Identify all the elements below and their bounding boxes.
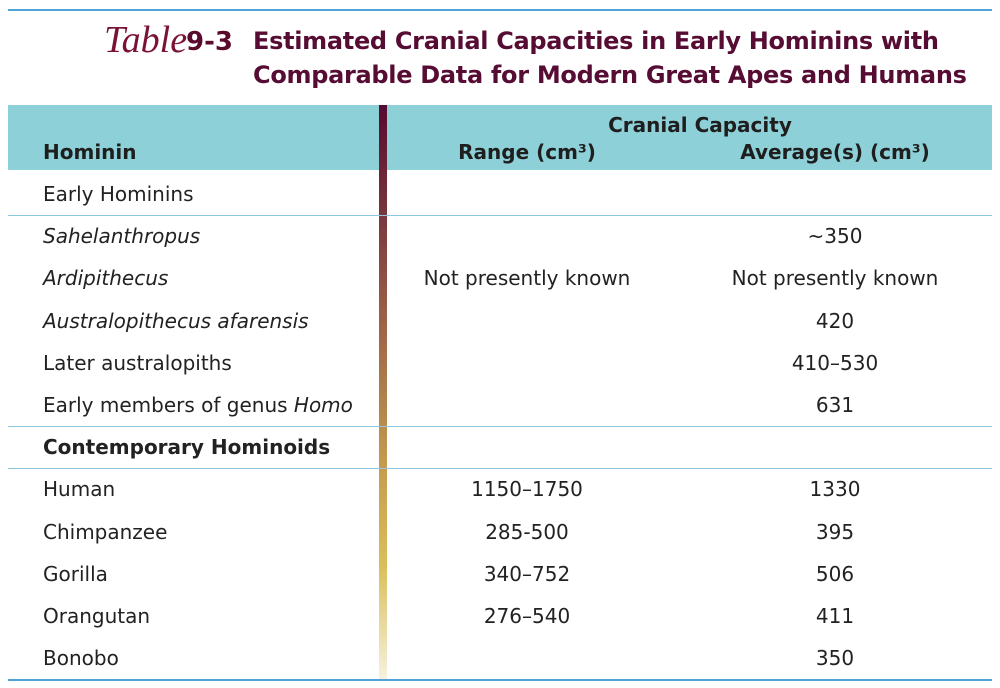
cell-average: 395 <box>815 519 855 544</box>
row-label-part: Later australopiths <box>43 350 232 375</box>
row-label: Gorilla <box>43 562 108 586</box>
row-label: Ardipithecus <box>43 266 168 290</box>
cell-average: 506 <box>815 561 855 586</box>
cell-average: 350 <box>815 646 855 671</box>
table-title: Estimated Cranial Capacities in Early Ho… <box>253 27 939 55</box>
column-header: Range (cm³) <box>458 140 596 164</box>
row-rule <box>8 426 992 427</box>
row-label-part: Gorilla <box>43 561 108 586</box>
row-label: Bonobo <box>43 646 119 670</box>
row-label-part: Orangutan <box>43 604 151 628</box>
bottom-rule <box>8 679 992 681</box>
table-label: Table <box>104 19 188 61</box>
row-label-part: Sahelanthropus <box>43 224 201 249</box>
header-band <box>8 105 992 170</box>
cell-average: 1330 <box>809 477 861 502</box>
row-label: Australopithecus afarensis <box>43 309 309 333</box>
row-label-part: Australopithecus afarensis <box>43 308 309 333</box>
column-header: Average(s) (cm³) <box>740 140 930 164</box>
cell-range: 340–752 <box>483 561 571 586</box>
cell-average: 631 <box>815 393 855 417</box>
cell-range: 276–540 <box>483 604 571 628</box>
row-label: Orangutan <box>43 604 150 628</box>
row-label-part: Human <box>43 477 116 502</box>
row-label-part: Early Hominins <box>43 182 194 206</box>
table-number: 9-3 <box>186 27 233 57</box>
row-rule <box>8 215 992 216</box>
cell-average: 411 <box>815 604 855 628</box>
row-label: Chimpanzee <box>43 520 167 544</box>
cell-range: 1150–1750 <box>471 477 583 502</box>
row-label: Later australopiths <box>43 351 232 375</box>
row-label: Sahelanthropus <box>43 224 200 248</box>
cell-average: Not presently known <box>731 266 939 291</box>
row-rule <box>8 468 992 469</box>
cell-range: Not presently known <box>423 266 631 291</box>
column-header: Hominin <box>43 140 137 164</box>
row-label-part: Contemporary Hominoids <box>43 435 331 460</box>
divider-bar <box>379 105 387 681</box>
cell-range: 285-500 <box>485 519 569 544</box>
cell-average: ~350 <box>807 224 863 249</box>
row-label-part: Early members of genus <box>43 393 294 417</box>
row-label: Contemporary Hominoids <box>43 435 330 459</box>
cell-average: 410–530 <box>791 350 879 375</box>
row-label: Early members of genus Homo <box>43 393 353 417</box>
table-title: Comparable Data for Modern Great Apes an… <box>253 61 967 89</box>
row-label: Early Hominins <box>43 182 194 206</box>
row-label-part: Bonobo <box>43 646 119 671</box>
column-group-header: Cranial Capacity <box>608 113 792 137</box>
cell-average: 420 <box>815 308 855 333</box>
row-label-part: Chimpanzee <box>43 519 168 544</box>
row-label-part: Ardipithecus <box>43 266 169 291</box>
row-label-part: Homo <box>293 393 353 417</box>
top-rule <box>8 9 992 11</box>
row-label: Human <box>43 477 115 501</box>
